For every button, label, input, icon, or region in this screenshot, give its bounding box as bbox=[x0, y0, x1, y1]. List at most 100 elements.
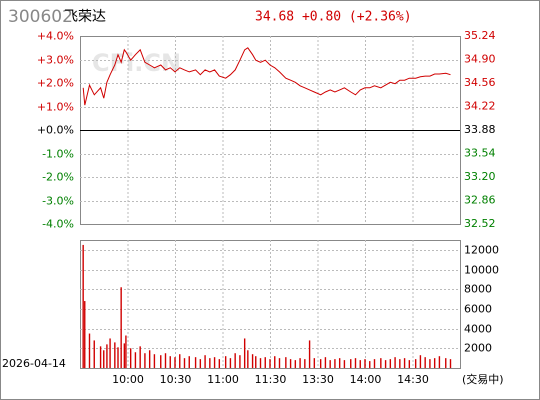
volume-bar bbox=[403, 358, 406, 368]
y2-tick-label: 32.86 bbox=[464, 194, 496, 207]
volume-bar bbox=[350, 359, 352, 368]
volume-bar bbox=[82, 244, 84, 368]
y-tick-label: +3.0% bbox=[37, 54, 74, 67]
y-tick-label: +0.0% bbox=[37, 124, 74, 137]
x-tick-label: 14:00 bbox=[350, 373, 382, 386]
x-tick-label: 11:30 bbox=[255, 373, 287, 386]
volume-bar bbox=[209, 358, 211, 368]
date: 2026-04-14 bbox=[2, 357, 66, 370]
y2-tick-label: 34.22 bbox=[464, 100, 496, 113]
y-tick-label: -3.0% bbox=[42, 195, 74, 208]
y2-tick-label: 33.20 bbox=[464, 170, 496, 183]
volume-bar bbox=[129, 348, 132, 368]
volume-bar bbox=[218, 359, 221, 368]
x-tick-label: 13:30 bbox=[302, 373, 334, 386]
y2-tick-label: 32.52 bbox=[464, 217, 496, 230]
volume-bar bbox=[117, 347, 119, 368]
volume-bar bbox=[329, 360, 331, 368]
volume-bar bbox=[429, 359, 431, 368]
volume-bar bbox=[224, 356, 227, 368]
volume-bar bbox=[369, 361, 371, 368]
volume-bar bbox=[438, 356, 441, 368]
y-tick-label: 10000 bbox=[464, 264, 499, 277]
volume-bar bbox=[169, 356, 171, 368]
volume-bar bbox=[449, 359, 452, 368]
volume-bar bbox=[239, 355, 241, 368]
volume-bar bbox=[164, 353, 167, 368]
volume-bar bbox=[259, 358, 262, 368]
volume-bar bbox=[408, 360, 411, 368]
y2-tick-label: 33.54 bbox=[464, 147, 496, 160]
stock-code: 300602 bbox=[8, 7, 73, 27]
status: (交易中) bbox=[462, 372, 504, 386]
y-tick-label: +2.0% bbox=[37, 77, 74, 90]
volume-bar bbox=[255, 356, 257, 368]
x-tick-label: 11:00 bbox=[207, 373, 239, 386]
price-line bbox=[82, 47, 451, 106]
volume-bar bbox=[247, 350, 249, 368]
y-tick-label: +4.0% bbox=[37, 30, 74, 43]
volume-bar bbox=[364, 359, 366, 368]
volume-bar bbox=[354, 358, 357, 368]
volume-bar bbox=[243, 338, 246, 368]
y2-tick-label: 35.24 bbox=[464, 29, 496, 42]
volume-bar bbox=[109, 338, 111, 368]
y2-tick-label: 34.56 bbox=[464, 76, 496, 89]
y-tick-label: -2.0% bbox=[42, 171, 74, 184]
volume-bar bbox=[144, 353, 146, 368]
volume-bar bbox=[134, 352, 137, 368]
volume-bar bbox=[285, 357, 287, 368]
volume-bar bbox=[160, 355, 162, 368]
y-tick-label: 2000 bbox=[464, 342, 492, 355]
y-tick-label: +1.0% bbox=[37, 101, 74, 114]
volume-bar bbox=[188, 356, 190, 368]
volume-bar bbox=[120, 287, 122, 368]
volume-bar bbox=[93, 340, 95, 368]
y-tick-label: 4000 bbox=[464, 323, 492, 336]
volume-bar bbox=[313, 358, 316, 368]
volume-bar bbox=[194, 357, 197, 368]
volume-bar bbox=[114, 342, 116, 368]
volume-bar bbox=[99, 346, 102, 368]
stock-name: 飞荣达 bbox=[64, 9, 106, 25]
volume-bar bbox=[380, 358, 382, 368]
volume-bar bbox=[324, 357, 327, 368]
volume-bar bbox=[359, 360, 361, 368]
volume-bar bbox=[338, 358, 341, 368]
volume-bar bbox=[269, 359, 271, 368]
volume-bar bbox=[274, 356, 276, 368]
volume-bar bbox=[299, 358, 301, 368]
volume-bar bbox=[213, 357, 216, 368]
volume-bar bbox=[179, 354, 181, 368]
y2-tick-label: 33.88 bbox=[464, 123, 496, 136]
volume-bar bbox=[229, 358, 232, 368]
y-tick-label: -1.0% bbox=[42, 148, 74, 161]
volume-bar bbox=[424, 357, 426, 368]
volume-bar bbox=[445, 358, 447, 368]
quote: 34.68 +0.80 (+2.36%) bbox=[255, 10, 412, 25]
volume-bar bbox=[174, 357, 176, 368]
volume-bar bbox=[123, 343, 126, 368]
volume-bar bbox=[319, 359, 322, 368]
volume-bar bbox=[204, 355, 206, 368]
volume-bar bbox=[153, 354, 156, 368]
x-tick-label: 14:30 bbox=[397, 373, 429, 386]
volume-bar bbox=[373, 359, 376, 368]
y-tick-label: -4.0% bbox=[42, 218, 74, 231]
volume-bar bbox=[419, 355, 422, 368]
volume-bar bbox=[148, 350, 151, 368]
volume-bar bbox=[125, 335, 127, 368]
volume-bar bbox=[278, 358, 281, 368]
volume-bar bbox=[84, 301, 86, 368]
volume-bar bbox=[88, 333, 91, 368]
volume-bar bbox=[264, 357, 266, 368]
volume-bar bbox=[343, 360, 346, 368]
volume-bar bbox=[139, 346, 141, 368]
volume-bar bbox=[251, 354, 254, 368]
volume-bar bbox=[394, 357, 396, 368]
volume-bar bbox=[384, 360, 387, 368]
volume-bar bbox=[304, 359, 306, 368]
volume-bar bbox=[399, 359, 401, 368]
volume-bar bbox=[334, 359, 336, 368]
